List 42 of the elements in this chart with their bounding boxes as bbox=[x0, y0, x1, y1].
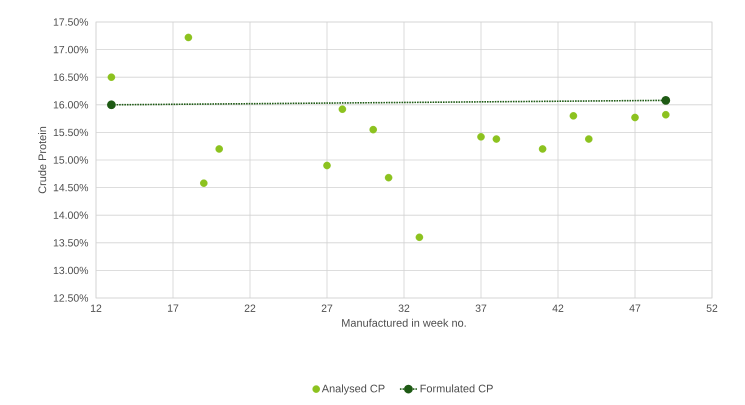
point bbox=[338, 105, 346, 114]
point bbox=[631, 114, 639, 122]
x-tick-label: 32 bbox=[398, 304, 410, 312]
point bbox=[108, 73, 116, 81]
y-tick-label: 15.50% bbox=[54, 128, 88, 136]
y-tick-label: 16.50% bbox=[54, 74, 88, 81]
y-tick-label: 14.50% bbox=[54, 184, 88, 192]
point bbox=[384, 174, 392, 182]
point bbox=[369, 126, 377, 134]
y-tick-label: 16.00% bbox=[54, 101, 88, 109]
y-tick-label: 15.00% bbox=[54, 156, 88, 164]
point bbox=[107, 100, 116, 110]
y-tick-label: 12.50% bbox=[54, 294, 88, 302]
x-tick-label: 47 bbox=[629, 304, 640, 312]
x-tick-label: 12 bbox=[90, 304, 102, 312]
x-tick-label: 27 bbox=[322, 304, 332, 312]
point bbox=[416, 233, 424, 242]
x-tick-label: 17 bbox=[168, 304, 178, 312]
x-axis-title: Manufactured in week no. bbox=[342, 318, 466, 327]
y-tick-label: 14.00% bbox=[54, 212, 88, 219]
point bbox=[492, 135, 500, 143]
legend-label: Analysed CP bbox=[322, 384, 385, 395]
point bbox=[184, 34, 192, 42]
x-tick-label: 52 bbox=[706, 304, 718, 312]
legend-label: Formulated CP bbox=[420, 384, 493, 392]
x-tick-label: 42 bbox=[552, 304, 564, 312]
point bbox=[538, 145, 546, 153]
y-axis-title: Crude Protein bbox=[38, 126, 46, 194]
x-tick-label: 22 bbox=[244, 304, 256, 312]
point bbox=[477, 133, 485, 141]
point bbox=[662, 110, 670, 119]
point bbox=[570, 112, 578, 120]
y-tick-label: 13.50% bbox=[54, 239, 88, 247]
y-tick-label: 17.00% bbox=[54, 46, 88, 54]
point bbox=[323, 162, 331, 170]
point bbox=[585, 135, 593, 143]
point bbox=[215, 145, 223, 153]
y-tick-label: 13.00% bbox=[54, 266, 88, 274]
y-tick-label: 17.50% bbox=[54, 18, 88, 26]
point bbox=[200, 179, 208, 187]
point bbox=[661, 96, 670, 105]
x-tick-label: 37 bbox=[476, 304, 486, 312]
